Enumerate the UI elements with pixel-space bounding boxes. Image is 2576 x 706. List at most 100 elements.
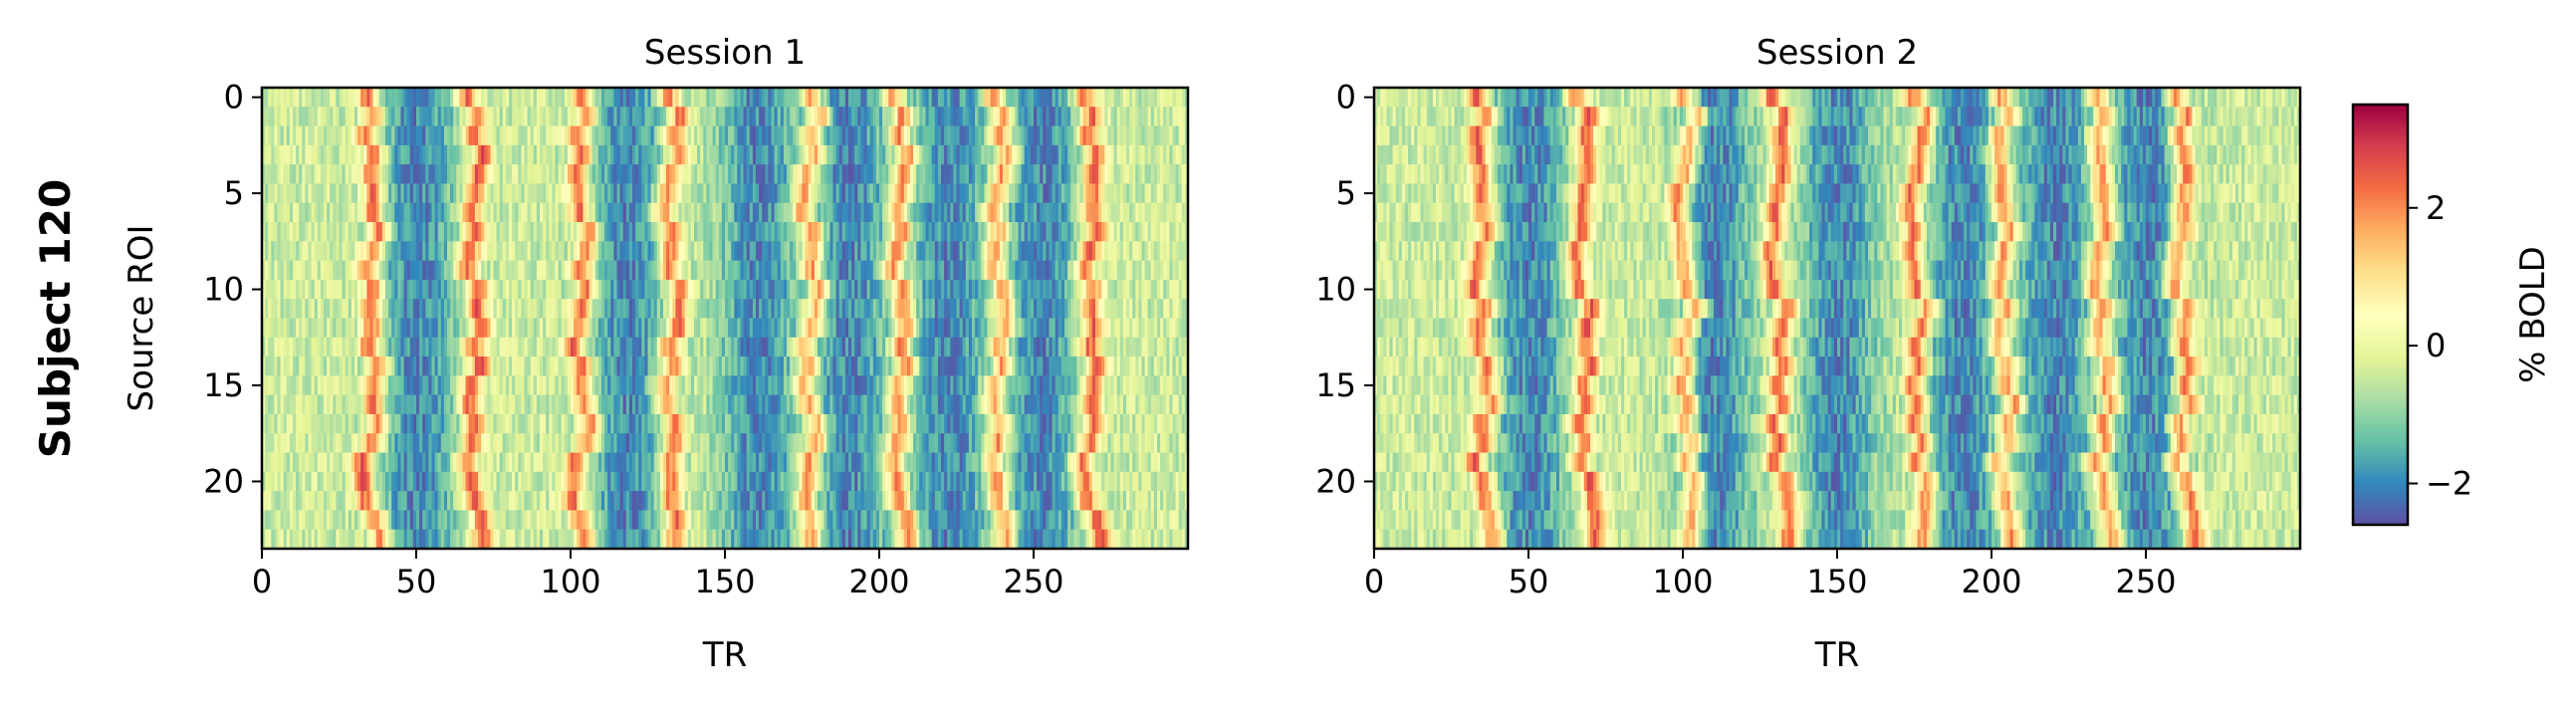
heatmap-cell: [580, 164, 584, 185]
heatmap-cell: [493, 164, 498, 185]
heatmap-cell: [271, 88, 275, 108]
heatmap-cell: [268, 125, 272, 146]
heatmap-cell: [1034, 202, 1038, 223]
heatmap-cell: [663, 164, 667, 185]
heatmap-cell: [808, 125, 813, 146]
heatmap-cell: [857, 88, 861, 108]
heatmap-cell: [975, 107, 979, 127]
heatmap-cell: [1034, 164, 1038, 185]
heatmap-cell: [656, 183, 661, 204]
heatmap-cell: [709, 144, 714, 165]
heatmap-cell: [1040, 125, 1044, 146]
heatmap-cell: [564, 183, 569, 204]
heatmap-cell: [1157, 107, 1161, 127]
heatmap-cell: [543, 125, 547, 146]
heatmap-cell: [1052, 107, 1056, 127]
heatmap-cell: [777, 88, 782, 108]
heatmap-cell: [823, 183, 827, 204]
heatmap-cell: [1169, 183, 1174, 204]
heatmap-cell: [981, 144, 985, 165]
heatmap-cell: [333, 183, 337, 204]
heatmap-cell: [299, 88, 303, 108]
heatmap-cell: [756, 164, 760, 185]
heatmap-cell: [381, 144, 386, 165]
heatmap-cell: [505, 107, 510, 127]
heatmap-cell: [314, 164, 319, 185]
heatmap-cell: [597, 88, 602, 108]
heatmap-cell: [546, 202, 550, 223]
heatmap-cell: [406, 144, 411, 165]
heatmap-cell: [888, 107, 892, 127]
heatmap-cell: [944, 88, 948, 108]
heatmap-cell: [1172, 144, 1177, 165]
heatmap-cell: [820, 183, 824, 204]
heatmap-cell: [987, 164, 992, 185]
heatmap-cell: [694, 164, 698, 185]
heatmap-cell: [610, 88, 614, 108]
heatmap-cell: [268, 202, 272, 223]
heatmap-cell: [872, 125, 877, 146]
heatmap-cell: [403, 183, 408, 204]
heatmap-cell: [1116, 144, 1121, 165]
heatmap-cell: [731, 202, 735, 223]
heatmap-cell: [265, 88, 269, 108]
heatmap-cell: [518, 144, 522, 165]
heatmap-cell: [632, 183, 636, 204]
heatmap-cell: [996, 164, 1001, 185]
heatmap-cell: [832, 202, 837, 223]
heatmap-cell: [369, 107, 374, 127]
heatmap-cell: [851, 107, 855, 127]
heatmap-cell: [1144, 164, 1149, 185]
heatmap-cell: [409, 125, 414, 146]
heatmap-cell: [965, 144, 970, 165]
heatmap-cell: [324, 107, 328, 127]
heatmap-cell: [1095, 164, 1099, 185]
heatmap-cell: [474, 88, 479, 108]
heatmap-cell: [650, 144, 655, 165]
heatmap-cell: [808, 202, 813, 223]
heatmap-cell: [1088, 107, 1093, 127]
heatmap-cell: [746, 202, 751, 223]
heatmap-cell: [474, 164, 479, 185]
heatmap-cell: [366, 164, 371, 185]
heatmap-cell: [656, 164, 661, 185]
heatmap-cells: [262, 88, 1189, 550]
heatmap-cell: [999, 125, 1004, 146]
heatmap-cell: [731, 164, 735, 185]
heatmap-cell: [690, 164, 695, 185]
heatmap-cell: [1119, 107, 1124, 127]
heatmap-cell: [916, 88, 920, 108]
heatmap-cell: [465, 164, 470, 185]
heatmap-cell: [1153, 88, 1158, 108]
heatmap-cell: [499, 125, 504, 146]
heatmap-cell: [372, 164, 377, 185]
heatmap-cell: [555, 125, 560, 146]
heatmap-cell: [1021, 202, 1026, 223]
heatmap-cell: [777, 183, 782, 204]
heatmap-cell: [1091, 183, 1096, 204]
heatmap-cell: [718, 164, 723, 185]
heatmap-cell: [320, 125, 325, 146]
heatmap-cell: [783, 164, 788, 185]
heatmap-cell: [1073, 88, 1077, 108]
heatmap-cell: [1163, 144, 1167, 165]
heatmap-cell: [743, 144, 748, 165]
heatmap-cell: [391, 88, 395, 108]
heatmap-cell: [546, 125, 550, 146]
heatmap-cell: [428, 88, 433, 108]
heatmap-cell: [447, 144, 451, 165]
heatmap-cell: [700, 183, 704, 204]
heatmap-cell: [299, 107, 303, 127]
heatmap-cell: [1070, 144, 1074, 165]
heatmap-cell: [1037, 164, 1041, 185]
heatmap-cell: [564, 202, 569, 223]
heatmap-cell: [289, 88, 294, 108]
heatmap-cell: [345, 88, 350, 108]
heatmap-cell: [1122, 183, 1127, 204]
heatmap-cell: [653, 125, 658, 146]
heatmap-cell: [934, 144, 939, 165]
heatmap-cell: [968, 88, 973, 108]
heatmap-cell: [965, 183, 970, 204]
heatmap-cell: [1175, 88, 1180, 108]
heatmap-cell: [678, 144, 683, 165]
